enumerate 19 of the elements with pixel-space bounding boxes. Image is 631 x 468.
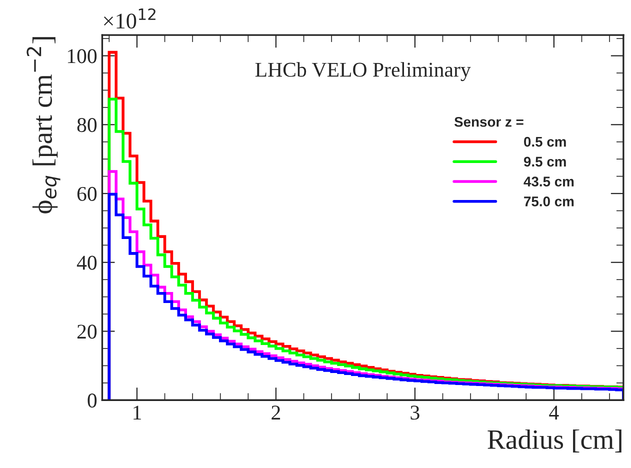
x-tick-label: 1 [134,406,141,420]
legend-label: 9.5 cm [524,156,566,167]
legend-label: 43.5 cm [524,176,574,187]
y-tick-label: 40 [76,256,97,270]
y-tick-label: 80 [77,118,97,132]
text: ×10$^{12}$ [104,8,156,29]
x-tick-label: 3 [410,406,420,420]
legend-title: Sensor z = [454,116,524,127]
y-tick-label: 20 [77,324,97,339]
y-tick-label: 60 [77,186,97,201]
y-tick-label: 100 [68,49,97,64]
x-axis-title: Radius [cm] [488,429,622,452]
y-tick-label: 0 [88,394,97,408]
text: LHCb VELO Preliminary [255,62,471,82]
legend-label: 0.5 cm [524,136,566,147]
legend-label: 75.0 cm [524,196,574,206]
y-axis-title: ϕ$_{eq}$ [part cm$^{−2}$] [26,37,60,214]
x-tick-label: 2 [272,406,280,420]
x-tick-label: 4 [549,406,559,420]
